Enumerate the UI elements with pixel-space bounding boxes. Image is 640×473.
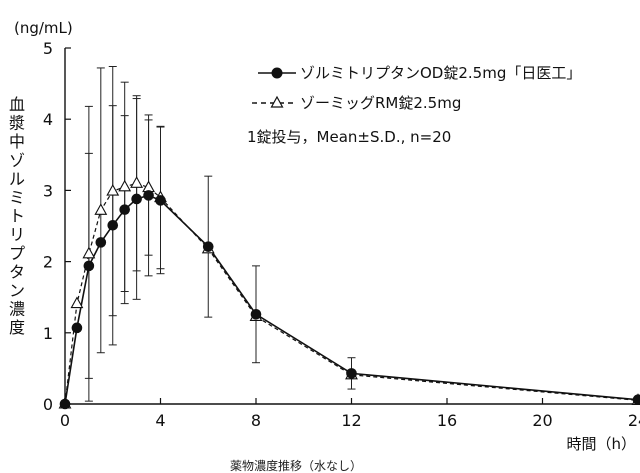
data-point bbox=[202, 241, 214, 252]
y-axis-label-char: 漿 bbox=[9, 114, 25, 133]
data-point bbox=[346, 368, 357, 379]
x-tick-label: 24 bbox=[628, 411, 640, 430]
data-point bbox=[155, 195, 166, 206]
legend-marker-od bbox=[271, 67, 283, 79]
x-tick-label: 0 bbox=[60, 411, 70, 430]
data-point bbox=[106, 183, 120, 196]
data-point bbox=[118, 179, 132, 192]
y-axis-label-char: ゾ bbox=[9, 151, 25, 170]
y-tick-label: 4 bbox=[43, 110, 53, 129]
data-point bbox=[70, 296, 84, 309]
data-point bbox=[143, 190, 154, 201]
data-point bbox=[94, 203, 108, 215]
data-point bbox=[59, 398, 71, 410]
y-tick-label: 2 bbox=[43, 253, 53, 272]
data-point bbox=[82, 246, 96, 259]
x-tick-label: 16 bbox=[437, 411, 457, 430]
legend-marker-rm bbox=[270, 95, 284, 108]
dose-annotation: 1錠投与，Mean±S.D., n=20 bbox=[247, 128, 451, 146]
x-tick-label: 4 bbox=[155, 411, 165, 430]
y-axis-label-char: リ bbox=[9, 225, 25, 244]
legend: ゾルミトリプタンOD錠2.5mg「日医工」 ゾーミッグRM錠2.5mg 1錠投与… bbox=[247, 64, 581, 146]
data-point bbox=[250, 308, 262, 320]
y-axis-label-char: 濃 bbox=[9, 300, 25, 319]
x-tick-label: 8 bbox=[251, 411, 261, 430]
x-axis-label: 時間（h） bbox=[566, 435, 636, 453]
data-point bbox=[83, 260, 95, 272]
y-axis-label-char: ミ bbox=[9, 188, 25, 207]
y-axis-label-char: ル bbox=[9, 169, 25, 188]
y-axis-label-char: タ bbox=[9, 262, 25, 281]
series-layer bbox=[58, 176, 640, 410]
legend-label-rm: ゾーミッグRM錠2.5mg bbox=[300, 94, 461, 112]
y-axis-label-char: プ bbox=[9, 244, 25, 263]
data-point bbox=[131, 193, 142, 205]
x-tick-label: 20 bbox=[532, 411, 552, 430]
y-tick-label: 0 bbox=[43, 395, 53, 414]
y-axis-label-char: ト bbox=[9, 207, 25, 226]
data-point bbox=[119, 204, 130, 215]
unit-label: (ng/mL) bbox=[14, 19, 73, 37]
x-tick-label: 12 bbox=[341, 411, 361, 430]
y-tick-label: 3 bbox=[43, 181, 53, 200]
figure-caption: 薬物濃度推移（水なし） bbox=[230, 458, 362, 473]
y-axis-label-char: 中 bbox=[9, 132, 25, 151]
y-axis-label-char: ン bbox=[9, 281, 25, 300]
y-axis-label-char: 度 bbox=[9, 318, 25, 337]
data-point bbox=[130, 176, 144, 188]
data-point bbox=[107, 219, 119, 231]
y-tick-label: 5 bbox=[43, 39, 53, 58]
data-point bbox=[95, 237, 107, 248]
legend-label-od: ゾルミトリプタンOD錠2.5mg「日医工」 bbox=[300, 64, 581, 82]
y-tick-label: 1 bbox=[43, 324, 53, 343]
y-axis-label-char: 血 bbox=[9, 95, 25, 114]
data-point bbox=[632, 394, 640, 406]
data-point bbox=[71, 322, 83, 334]
